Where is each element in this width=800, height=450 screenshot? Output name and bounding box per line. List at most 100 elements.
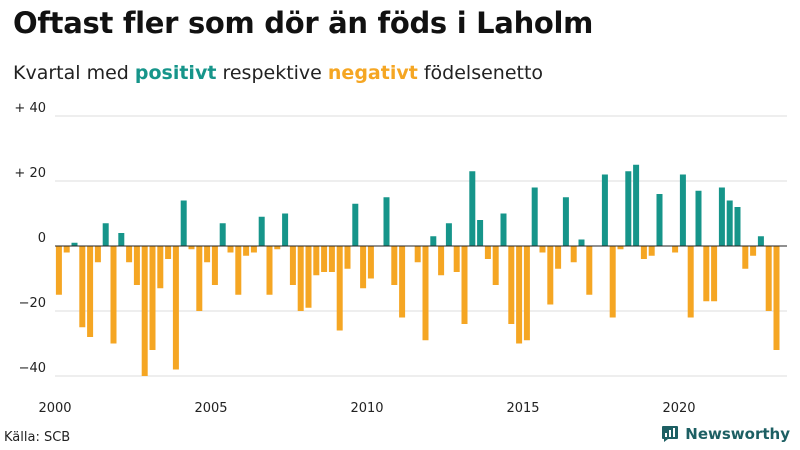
x-tick-label-0: 2000	[38, 401, 71, 416]
y-tick-label-2: 0	[38, 231, 46, 246]
bar-47	[422, 246, 429, 341]
newsworthy-logo-icon	[662, 426, 679, 442]
bar-55	[484, 246, 491, 259]
bar-79	[672, 246, 679, 253]
bar-31	[297, 246, 304, 311]
bar-53	[469, 171, 476, 246]
bar-81	[687, 246, 694, 318]
bar-50	[445, 223, 452, 246]
bar-34	[321, 246, 328, 272]
bar-22	[227, 246, 234, 253]
bar-52	[461, 246, 468, 324]
newsworthy-logo-text: Newsworthy	[685, 425, 790, 443]
bar-74	[633, 164, 640, 246]
bar-19	[204, 246, 211, 263]
bar-29	[282, 213, 289, 246]
x-tick-label-3: 2015	[506, 401, 539, 416]
bar-12	[149, 246, 156, 350]
bar-80	[679, 174, 686, 246]
chart-subtitle: Kvartal med positivt respektive negativt…	[13, 62, 543, 84]
bar-2	[71, 242, 78, 246]
bar-7	[110, 246, 117, 344]
bar-30	[289, 246, 296, 285]
bar-89	[750, 246, 757, 256]
bar-39	[360, 246, 367, 289]
bar-54	[477, 220, 484, 246]
y-tick-label-4: −40	[19, 361, 46, 376]
bar-56	[492, 246, 499, 285]
bar-5	[94, 246, 101, 263]
bar-3	[79, 246, 86, 328]
newsworthy-logo: Newsworthy	[661, 425, 790, 443]
bar-16	[180, 200, 187, 246]
bar-11	[141, 246, 148, 376]
y-tick-label-1: + 20	[14, 166, 46, 181]
bar-43	[391, 246, 398, 285]
y-tick-label-0: + 40	[14, 101, 46, 116]
x-axis-ticks: 2000 2005 2010 2015 2020	[38, 401, 695, 416]
bar-10	[133, 246, 140, 285]
bar-72	[617, 246, 624, 250]
bar-68	[586, 246, 593, 295]
subtitle-positive-word: positivt	[134, 62, 217, 84]
bar-8	[118, 233, 125, 246]
bar-60	[523, 246, 530, 341]
bar-26	[258, 216, 265, 246]
y-tick-label-3: −20	[19, 296, 46, 311]
bar-37	[344, 246, 351, 269]
bar-59	[516, 246, 523, 344]
bar-32	[305, 246, 312, 308]
bar-21	[219, 223, 226, 246]
bar-51	[453, 246, 460, 272]
bar-65	[562, 197, 569, 246]
bar-0	[55, 246, 62, 295]
bar-62	[539, 246, 546, 253]
bar-40	[367, 246, 374, 279]
bar-49	[438, 246, 445, 276]
bar-70	[601, 174, 608, 246]
bar-63	[547, 246, 554, 305]
subtitle-prefix: Kvartal med	[13, 62, 135, 84]
bar-58	[508, 246, 515, 324]
bar-44	[399, 246, 406, 318]
bar-90	[757, 236, 764, 246]
bar-24	[243, 246, 250, 256]
bar-38	[352, 203, 359, 246]
bar-35	[328, 246, 335, 272]
bar-91	[765, 246, 772, 311]
bar-87	[734, 207, 741, 246]
bar-28	[274, 246, 281, 250]
bar-85	[718, 187, 725, 246]
bar-36	[336, 246, 343, 331]
bar-46	[414, 246, 421, 263]
bar-75	[640, 246, 647, 259]
bar-66	[570, 246, 577, 263]
bar-14	[165, 246, 172, 259]
y-axis-ticks: + 40 + 20 0 −20 −40	[14, 101, 46, 376]
bar-17	[188, 246, 195, 250]
bar-61	[531, 187, 538, 246]
bar-77	[656, 194, 663, 246]
bar-25	[250, 246, 257, 253]
bar-23	[235, 246, 242, 295]
bar-86	[726, 200, 733, 246]
bar-42	[383, 197, 390, 246]
bar-1	[63, 246, 70, 253]
bar-83	[703, 246, 710, 302]
bar-92	[773, 246, 780, 350]
subtitle-suffix: födelsenetto	[417, 62, 544, 84]
bar-6	[102, 223, 109, 246]
bar-48	[430, 236, 437, 246]
bar-20	[211, 246, 218, 285]
bar-chart: + 40 + 20 0 −20 −40 2000 2005 2010 2015 2020	[14, 101, 787, 416]
bar-4	[87, 246, 94, 337]
bar-9	[126, 246, 133, 263]
bar-76	[648, 246, 655, 256]
bar-27	[266, 246, 273, 295]
bar-82	[695, 190, 702, 246]
bar-88	[742, 246, 749, 269]
subtitle-negative-word: negativt	[327, 62, 418, 84]
x-tick-label-1: 2005	[194, 401, 227, 416]
bar-33	[313, 246, 320, 276]
bar-64	[555, 246, 562, 269]
